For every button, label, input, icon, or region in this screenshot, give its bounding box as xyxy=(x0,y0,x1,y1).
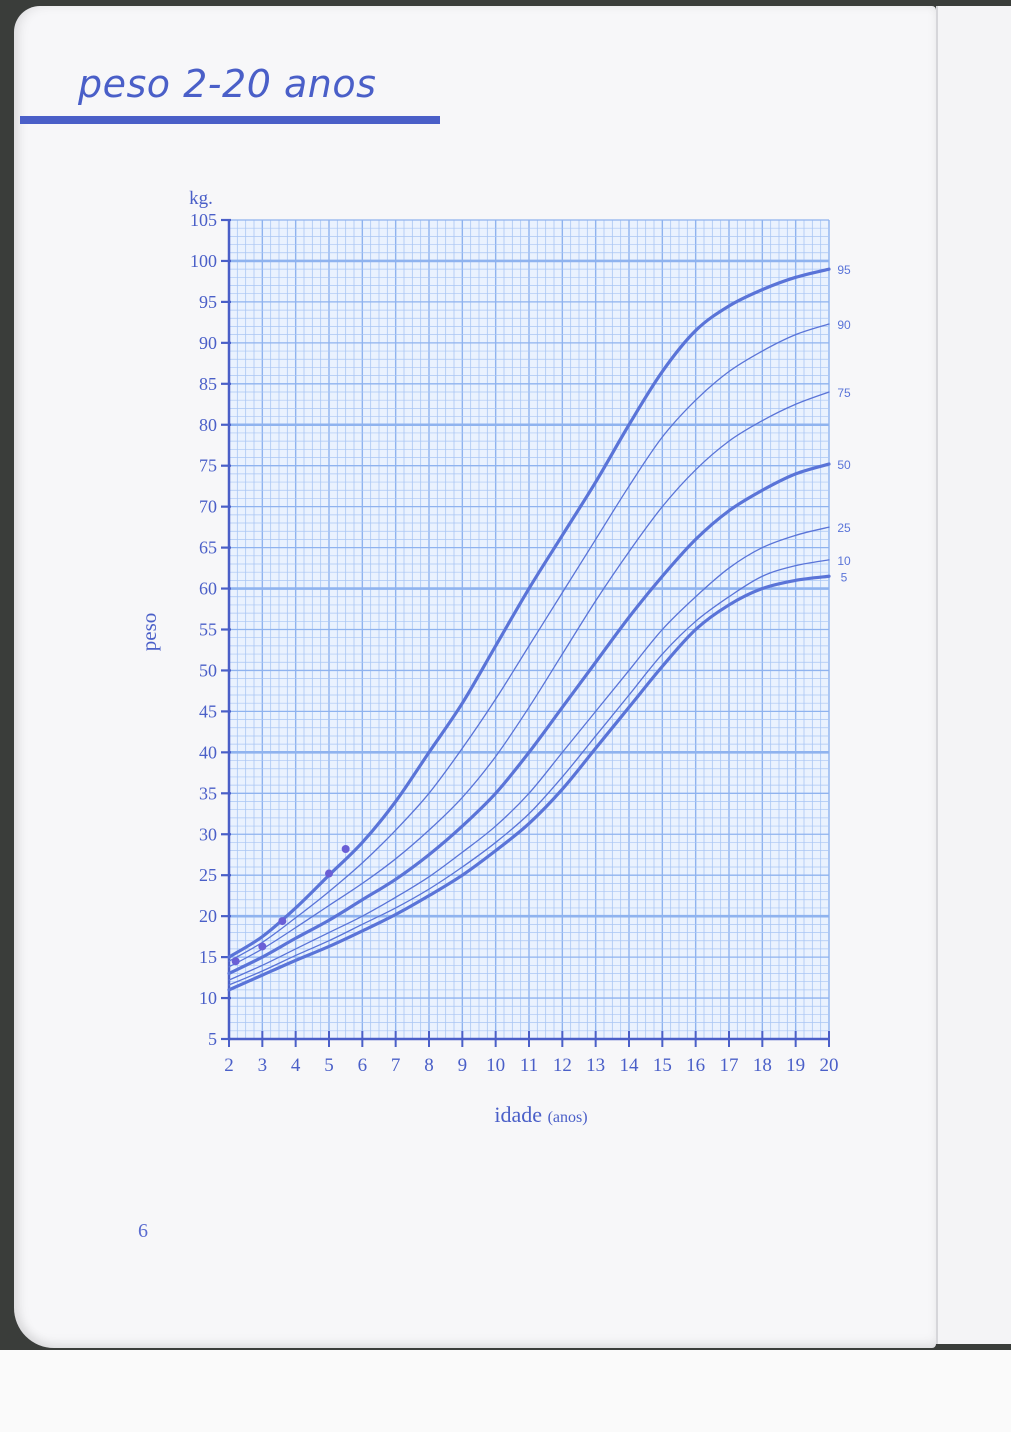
x-axis-title: idade (anos) xyxy=(494,1102,587,1127)
percentile-label-10: 10 xyxy=(837,554,851,568)
x-tick-label: 17 xyxy=(720,1055,739,1076)
y-tick-label: 15 xyxy=(199,947,217,967)
x-axis-title-main: idade xyxy=(494,1102,547,1127)
y-tick-label: 20 xyxy=(199,906,217,926)
x-tick-label: 11 xyxy=(520,1055,538,1076)
percentile-curve-10 xyxy=(228,559,830,986)
x-tick-label: 7 xyxy=(391,1055,401,1076)
percentile-label-90: 90 xyxy=(837,318,851,332)
y-tick-label: 55 xyxy=(199,620,217,640)
percentile-curve-25 xyxy=(228,526,830,981)
percentile-curve-50 xyxy=(227,462,831,976)
x-tick-label: 12 xyxy=(553,1055,572,1076)
y-tick-label: 65 xyxy=(199,538,217,558)
percentile-curve-5 xyxy=(227,574,831,992)
page-title: peso 2-20 anos xyxy=(78,62,377,106)
title-underline xyxy=(20,116,440,124)
percentile-label-95: 95 xyxy=(837,263,851,277)
x-tick-label: 16 xyxy=(686,1055,705,1076)
y-tick-label: 30 xyxy=(199,824,217,844)
y-tick-label: 85 xyxy=(199,374,217,394)
y-tick-label: 50 xyxy=(199,660,217,680)
percentile-label-25: 25 xyxy=(837,521,851,535)
measurement-point xyxy=(258,942,267,951)
y-tick-label: 25 xyxy=(199,865,217,885)
percentile-label-75: 75 xyxy=(837,386,851,400)
x-tick-label: 19 xyxy=(786,1055,805,1076)
y-unit-label: kg. xyxy=(189,188,213,209)
facing-page-edge xyxy=(936,6,1011,1344)
x-tick-label: 4 xyxy=(291,1055,301,1076)
measurement-point xyxy=(341,844,350,853)
percentile-label-5: 5 xyxy=(841,570,848,584)
y-tick-label: 70 xyxy=(199,497,217,517)
y-tick-label: 75 xyxy=(199,456,217,476)
measurement-point xyxy=(231,957,240,966)
x-tick-label: 9 xyxy=(458,1055,468,1076)
y-tick-label: 45 xyxy=(199,701,217,721)
y-tick-label: 5 xyxy=(208,1029,217,1049)
y-tick-label: 40 xyxy=(199,742,217,762)
percentile-label-50: 50 xyxy=(837,458,851,472)
page-number: 6 xyxy=(138,1220,148,1242)
measurement-point xyxy=(278,917,287,926)
x-tick-label: 6 xyxy=(358,1055,368,1076)
x-axis-title-unit: (anos) xyxy=(548,1109,588,1126)
y-tick-label: 10 xyxy=(199,988,217,1008)
x-tick-label: 18 xyxy=(753,1055,772,1076)
x-tick-label: 3 xyxy=(258,1055,268,1076)
x-tick-label: 5 xyxy=(324,1055,334,1076)
y-tick-label: 100 xyxy=(190,251,217,271)
y-tick-label: 80 xyxy=(199,415,217,435)
y-axis-title: peso xyxy=(137,613,161,652)
y-tick-label: 90 xyxy=(199,333,217,353)
x-tick-label: 15 xyxy=(653,1055,672,1076)
percentile-curve-90 xyxy=(228,323,830,962)
measurement-point xyxy=(325,869,333,878)
y-tick-label: 95 xyxy=(199,292,217,312)
y-tick-label: 105 xyxy=(190,210,217,230)
x-tick-label: 13 xyxy=(586,1055,605,1076)
y-tick-label: 35 xyxy=(199,783,217,803)
x-tick-label: 8 xyxy=(424,1055,434,1076)
x-tick-label: 20 xyxy=(820,1055,839,1076)
y-tick-label: 60 xyxy=(199,579,217,599)
x-tick-label: 10 xyxy=(486,1055,505,1076)
scan-background xyxy=(0,1350,1011,1432)
x-tick-label: 2 xyxy=(224,1055,234,1076)
percentile-curve-75 xyxy=(228,391,830,968)
x-tick-label: 14 xyxy=(620,1055,640,1076)
